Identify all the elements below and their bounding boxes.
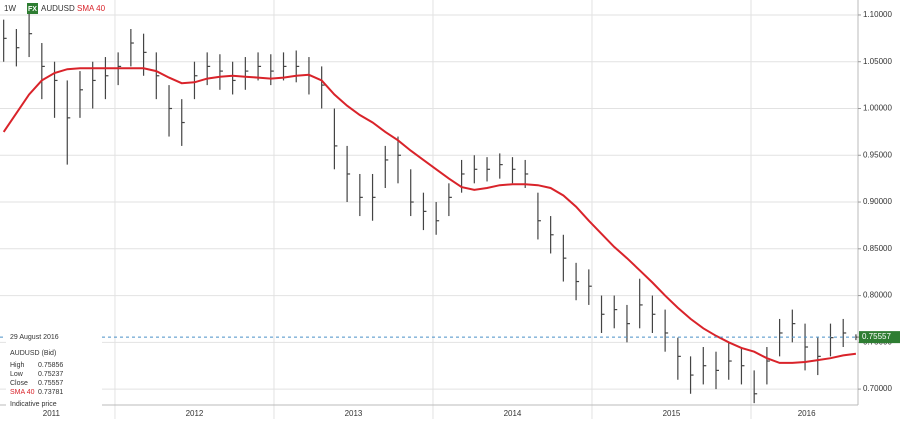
- interval: 1W: [4, 4, 16, 13]
- x-tick-label: 2012: [186, 409, 204, 418]
- y-tick-label: 0.90000: [863, 197, 892, 206]
- info-box: 29 August 2016 AUDUSD (Bid) High 0.75856…: [6, 329, 102, 409]
- info-date: 29 August 2016: [10, 334, 59, 341]
- info-close: 0.75557: [38, 380, 63, 387]
- symbol: AUDUSD: [41, 4, 75, 13]
- info-sma: 0.73781: [38, 389, 63, 396]
- plot-layer: [0, 10, 859, 404]
- y-tick-label: 0.95000: [863, 150, 892, 159]
- info-high-label: High: [10, 362, 25, 369]
- info-high: 0.75856: [38, 362, 63, 369]
- x-tick-label: 2011: [43, 409, 61, 418]
- x-tick-label: 2016: [798, 409, 816, 418]
- y-tick-label: 0.70000: [863, 384, 892, 393]
- info-background: [6, 329, 102, 409]
- info-low: 0.75237: [38, 371, 63, 378]
- badge: FX: [28, 6, 37, 13]
- x-tick-label: 2014: [504, 409, 522, 418]
- info-close-label: Close: [10, 380, 28, 387]
- x-tick-label: 2013: [345, 409, 363, 418]
- y-tick-label: 0.80000: [863, 291, 892, 300]
- y-tick-label: 1.05000: [863, 57, 892, 66]
- info-low-label: Low: [10, 371, 24, 378]
- info-sma-label: SMA 40: [10, 389, 35, 396]
- y-tick-label: 1.00000: [863, 104, 892, 113]
- y-tick-label: 0.85000: [863, 244, 892, 253]
- last-price-label: 0.75557: [862, 332, 891, 341]
- y-tick-label: 1.10000: [863, 10, 892, 19]
- badge-box: [27, 3, 38, 14]
- sma-legend: SMA 40: [77, 4, 106, 13]
- x-tick-label: 2015: [663, 409, 681, 418]
- last-price-tag: [859, 331, 900, 344]
- info-note: Indicative price: [10, 401, 57, 408]
- info-title: AUDUSD (Bid): [10, 350, 56, 357]
- sma-line: [2, 67, 857, 364]
- legend: 1W FX AUDUSD SMA 40: [4, 3, 106, 14]
- grid-layer: [0, 0, 858, 419]
